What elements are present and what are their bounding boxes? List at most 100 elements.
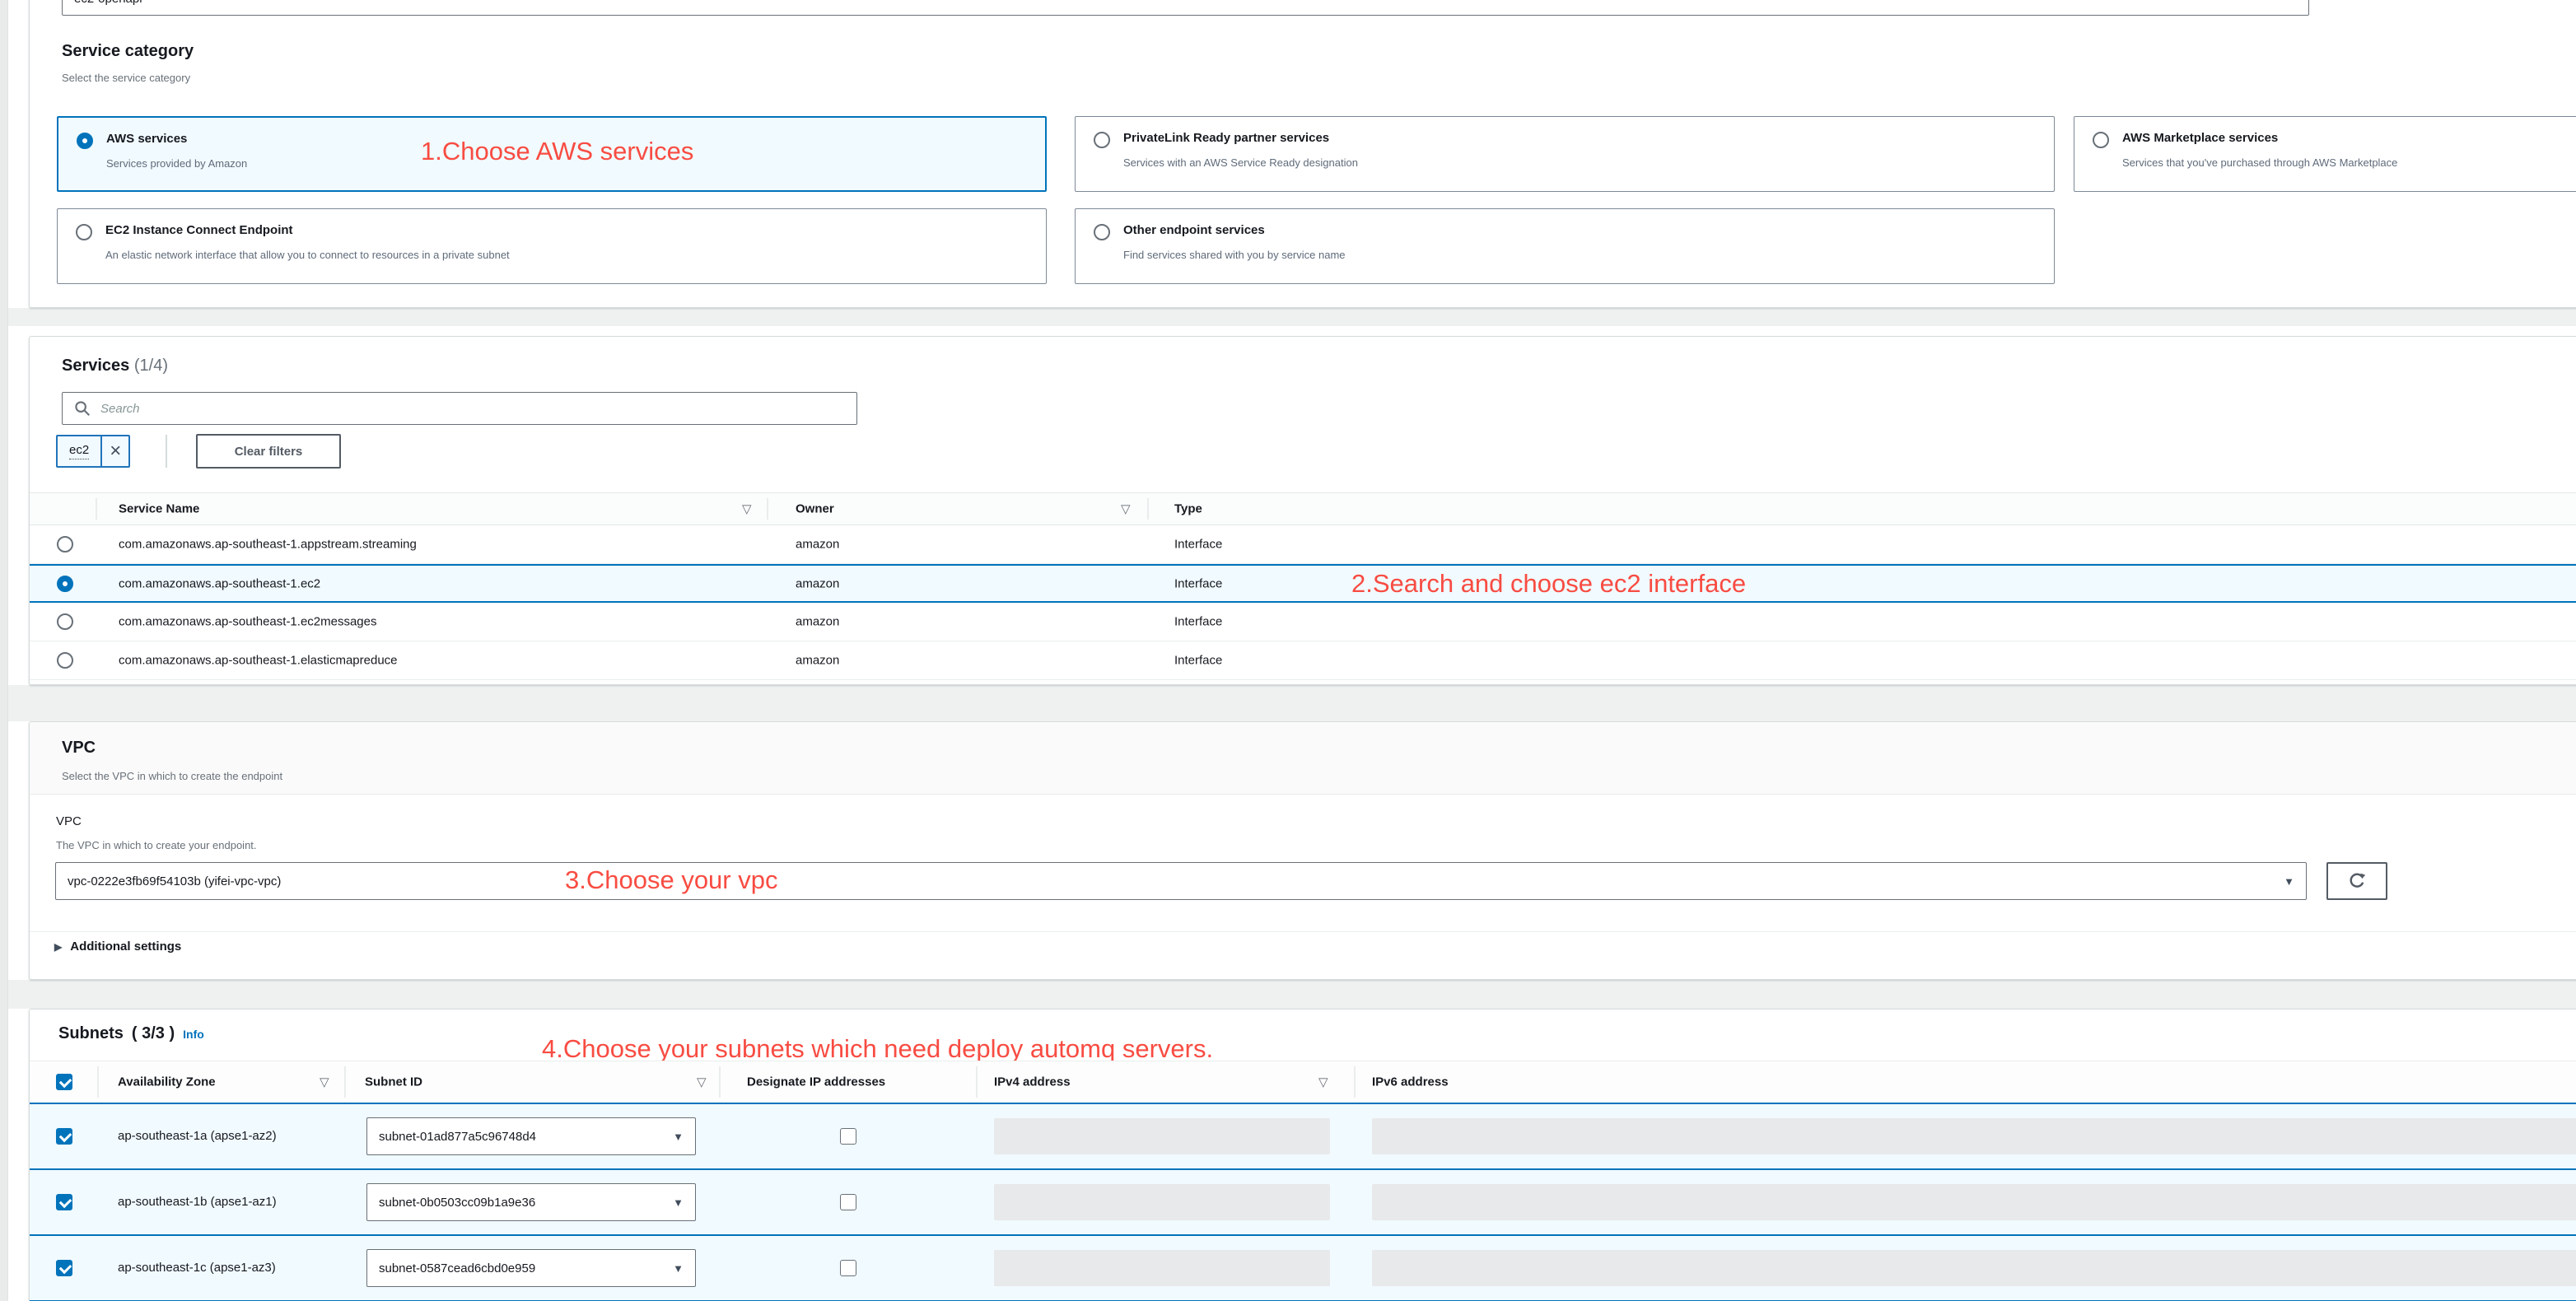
- sort-icon[interactable]: ▽: [1121, 502, 1131, 516]
- option-description: An elastic network interface that allow …: [105, 249, 510, 261]
- availability-zone-cell: ap-southeast-1c (apse1-az3): [118, 1261, 276, 1275]
- services-title-text: Services: [62, 357, 130, 375]
- sort-icon[interactable]: ▽: [320, 1075, 329, 1089]
- option-label: EC2 Instance Connect Endpoint: [105, 223, 293, 237]
- subnets-title: Subnets: [58, 1024, 124, 1042]
- option-other-endpoint-services[interactable]: Other endpoint services Find services sh…: [1075, 208, 2055, 284]
- column-separator: [1147, 498, 1149, 520]
- option-description: Services that you've purchased through A…: [2122, 156, 2398, 169]
- select-all-checkbox[interactable]: [56, 1074, 72, 1090]
- service-row-selected[interactable]: com.amazonaws.ap-southeast-1.ec2 amazon …: [30, 564, 2576, 603]
- chevron-down-icon: ▼: [2284, 874, 2294, 888]
- row-checkbox[interactable]: [56, 1260, 72, 1276]
- vpc-select[interactable]: vpc-0222e3fb69f54103b (yifei-vpc-vpc) ▼: [55, 862, 2307, 900]
- availability-zone-cell: ap-southeast-1b (apse1-az1): [118, 1195, 277, 1209]
- chip-divider: [166, 435, 167, 468]
- type-cell: Interface: [1174, 614, 1223, 629]
- radio-icon[interactable]: [76, 224, 92, 240]
- subnets-table-header: Availability Zone ▽ Subnet ID ▽ Designat…: [30, 1061, 2576, 1103]
- subnet-row[interactable]: ap-southeast-1c (apse1-az3) subnet-0587c…: [30, 1234, 2576, 1300]
- column-ipv4: IPv4 address: [994, 1075, 1071, 1089]
- type-cell: Interface: [1174, 537, 1223, 552]
- annotation-step3: 3.Choose your vpc: [565, 865, 778, 894]
- section-gap: [8, 685, 2576, 721]
- designate-ip-checkbox[interactable]: [840, 1260, 856, 1276]
- clear-filters-button[interactable]: Clear filters: [196, 434, 341, 469]
- column-separator: [344, 1066, 346, 1098]
- option-ec2-instance-connect[interactable]: EC2 Instance Connect Endpoint An elastic…: [57, 208, 1047, 284]
- vpc-field-label: VPC: [56, 814, 82, 828]
- column-designate-ip: Designate IP addresses: [747, 1075, 886, 1089]
- option-aws-services[interactable]: AWS services Services provided by Amazon: [57, 116, 1047, 192]
- filter-chip-ec2[interactable]: ec2 ×: [56, 435, 131, 468]
- ipv4-address-field-disabled: [994, 1118, 1330, 1154]
- subnet-row[interactable]: ap-southeast-1b (apse1-az1) subnet-0b050…: [30, 1168, 2576, 1234]
- remove-filter-icon[interactable]: ×: [100, 436, 128, 466]
- designate-ip-checkbox[interactable]: [840, 1128, 856, 1145]
- ipv6-address-field-disabled: [1372, 1184, 2576, 1220]
- radio-checked-icon[interactable]: [57, 575, 73, 592]
- additional-settings-expander[interactable]: ▶ Additional settings: [54, 940, 181, 954]
- row-checkbox[interactable]: [56, 1194, 72, 1210]
- subnet-id-select[interactable]: subnet-01ad877a5c96748d4 ▼: [366, 1117, 696, 1155]
- sort-icon[interactable]: ▽: [1318, 1075, 1328, 1089]
- radio-icon[interactable]: [2093, 132, 2109, 148]
- column-separator: [767, 498, 768, 520]
- annotation-step2: 2.Search and choose ec2 interface: [1351, 569, 1747, 598]
- chevron-down-icon: ▼: [673, 1196, 684, 1209]
- owner-cell: amazon: [796, 653, 840, 668]
- vpc-description: Select the VPC in which to create the en…: [62, 770, 283, 782]
- refresh-button[interactable]: [2326, 862, 2387, 900]
- owner-cell: amazon: [796, 614, 840, 629]
- radio-checked-icon[interactable]: [77, 133, 93, 149]
- ipv4-address-field-disabled: [994, 1250, 1330, 1286]
- chevron-down-icon: ▼: [673, 1130, 684, 1143]
- radio-icon[interactable]: [57, 613, 73, 630]
- service-name-cell: com.amazonaws.ap-southeast-1.appstream.s…: [119, 537, 417, 552]
- column-subnet-id: Subnet ID: [365, 1075, 422, 1089]
- column-availability-zone: Availability Zone: [118, 1075, 216, 1089]
- radio-icon[interactable]: [57, 536, 73, 553]
- designate-ip-checkbox[interactable]: [840, 1194, 856, 1210]
- row-checkbox[interactable]: [56, 1128, 72, 1145]
- option-aws-marketplace[interactable]: AWS Marketplace services Services that y…: [2074, 116, 2576, 192]
- subnet-id-value: subnet-0b0503cc09b1a9e36: [379, 1195, 536, 1210]
- service-name-cell: com.amazonaws.ap-southeast-1.ec2messages: [119, 614, 377, 629]
- service-row[interactable]: com.amazonaws.ap-southeast-1.elasticmapr…: [30, 641, 2576, 680]
- column-separator: [1354, 1066, 1356, 1098]
- page-left-gutter: [0, 0, 8, 1301]
- column-separator: [96, 498, 97, 520]
- vpc-section-header: VPC Select the VPC in which to create th…: [30, 722, 2576, 795]
- vpc-selected-value: vpc-0222e3fb69f54103b (yifei-vpc-vpc): [68, 874, 282, 888]
- column-ipv6: IPv6 address: [1372, 1075, 1449, 1089]
- chevron-right-icon: ▶: [54, 940, 63, 953]
- search-icon: [75, 401, 91, 417]
- sort-icon[interactable]: ▽: [742, 502, 752, 516]
- subnet-id-value: subnet-01ad877a5c96748d4: [379, 1129, 537, 1144]
- column-owner: Owner: [796, 501, 834, 516]
- column-separator: [976, 1066, 978, 1098]
- vpc-section: VPC Select the VPC in which to create th…: [29, 721, 2576, 980]
- availability-zone-cell: ap-southeast-1a (apse1-az2): [118, 1129, 277, 1143]
- search-placeholder: Search: [100, 401, 140, 416]
- services-search-box[interactable]: Search: [62, 392, 857, 425]
- subnet-row[interactable]: ap-southeast-1a (apse1-az2) subnet-01ad8…: [30, 1103, 2576, 1168]
- ipv6-address-field-disabled: [1372, 1118, 2576, 1154]
- subnet-id-select[interactable]: subnet-0587cead6cbd0e959 ▼: [366, 1249, 696, 1287]
- service-row[interactable]: com.amazonaws.ap-southeast-1.appstream.s…: [30, 525, 2576, 564]
- endpoint-name-input[interactable]: [62, 0, 2309, 16]
- chevron-down-icon: ▼: [673, 1261, 684, 1275]
- services-section: Services (1/4) Search ec2 × Clear filter…: [29, 336, 2576, 685]
- radio-icon[interactable]: [57, 652, 73, 669]
- option-label: Other endpoint services: [1123, 223, 1265, 237]
- refresh-icon: [2350, 873, 2366, 888]
- subnet-id-select[interactable]: subnet-0b0503cc09b1a9e36 ▼: [366, 1183, 696, 1221]
- sort-icon[interactable]: ▽: [697, 1075, 707, 1089]
- option-privatelink-partner[interactable]: PrivateLink Ready partner services Servi…: [1075, 116, 2055, 192]
- radio-icon[interactable]: [1094, 224, 1110, 240]
- info-link[interactable]: Info: [183, 1028, 204, 1041]
- column-service-name: Service Name: [119, 501, 200, 516]
- radio-icon[interactable]: [1094, 132, 1110, 148]
- service-row[interactable]: com.amazonaws.ap-southeast-1.ec2messages…: [30, 603, 2576, 641]
